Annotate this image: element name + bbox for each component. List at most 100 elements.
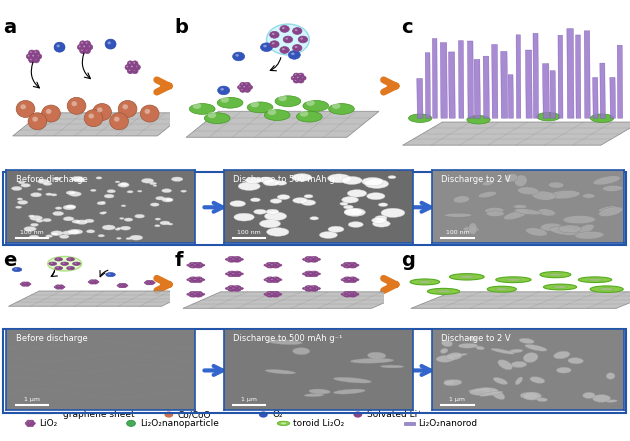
Circle shape	[344, 277, 351, 279]
Circle shape	[351, 266, 353, 267]
Ellipse shape	[515, 209, 541, 215]
Circle shape	[273, 295, 276, 296]
Circle shape	[295, 46, 297, 48]
Circle shape	[98, 235, 105, 237]
Circle shape	[66, 205, 76, 209]
Circle shape	[54, 286, 59, 288]
Circle shape	[228, 257, 235, 259]
Ellipse shape	[530, 377, 545, 383]
Circle shape	[55, 266, 62, 270]
Circle shape	[30, 424, 34, 426]
Ellipse shape	[525, 228, 547, 236]
Circle shape	[266, 295, 274, 297]
Polygon shape	[558, 35, 563, 118]
Circle shape	[82, 44, 88, 50]
Circle shape	[344, 265, 351, 268]
Circle shape	[226, 258, 232, 261]
Circle shape	[311, 260, 318, 262]
Circle shape	[302, 77, 303, 78]
Ellipse shape	[537, 209, 556, 216]
Ellipse shape	[515, 175, 527, 187]
Circle shape	[26, 420, 31, 423]
Ellipse shape	[265, 370, 295, 374]
Circle shape	[307, 286, 309, 287]
Circle shape	[120, 284, 125, 287]
Circle shape	[344, 295, 351, 297]
Circle shape	[89, 280, 94, 282]
Circle shape	[246, 83, 248, 85]
Circle shape	[235, 272, 238, 273]
Circle shape	[302, 287, 310, 290]
Circle shape	[226, 273, 232, 275]
Circle shape	[57, 286, 62, 288]
Circle shape	[231, 273, 238, 275]
Text: Co/CoO: Co/CoO	[178, 410, 211, 419]
Circle shape	[164, 411, 173, 418]
Circle shape	[150, 283, 151, 284]
Circle shape	[352, 279, 359, 281]
Circle shape	[301, 200, 316, 206]
Polygon shape	[432, 38, 437, 118]
Circle shape	[275, 264, 282, 266]
Circle shape	[352, 293, 359, 295]
Ellipse shape	[549, 227, 579, 235]
Circle shape	[284, 36, 292, 43]
Circle shape	[86, 230, 95, 233]
Circle shape	[84, 41, 91, 46]
Text: a: a	[3, 18, 16, 37]
Circle shape	[305, 289, 312, 291]
Circle shape	[74, 178, 85, 182]
Ellipse shape	[523, 392, 541, 400]
Circle shape	[379, 203, 387, 206]
Circle shape	[220, 88, 224, 90]
Ellipse shape	[381, 365, 404, 368]
Circle shape	[187, 293, 194, 295]
Circle shape	[20, 283, 25, 285]
Circle shape	[156, 197, 165, 200]
Circle shape	[260, 220, 280, 228]
Circle shape	[259, 177, 273, 183]
Circle shape	[292, 174, 312, 181]
Circle shape	[191, 277, 193, 278]
Circle shape	[244, 82, 250, 87]
Circle shape	[146, 280, 150, 282]
Circle shape	[30, 51, 32, 53]
Text: Solvated Li⁺: Solvated Li⁺	[367, 410, 421, 419]
Circle shape	[123, 286, 124, 287]
Circle shape	[148, 282, 150, 283]
Circle shape	[349, 295, 357, 297]
Circle shape	[263, 179, 280, 186]
Circle shape	[294, 73, 299, 78]
Circle shape	[300, 111, 308, 116]
Circle shape	[313, 273, 321, 275]
Circle shape	[193, 279, 196, 280]
Circle shape	[146, 282, 147, 283]
Circle shape	[55, 207, 62, 209]
Circle shape	[79, 180, 84, 182]
Circle shape	[69, 267, 71, 268]
Circle shape	[97, 107, 103, 112]
Circle shape	[307, 258, 316, 261]
Circle shape	[197, 277, 198, 278]
Circle shape	[120, 226, 130, 230]
Circle shape	[307, 260, 309, 261]
Circle shape	[312, 260, 314, 261]
Circle shape	[120, 286, 121, 287]
Circle shape	[349, 262, 357, 265]
Ellipse shape	[277, 421, 290, 426]
Circle shape	[35, 51, 37, 53]
Ellipse shape	[583, 392, 595, 399]
Ellipse shape	[524, 352, 538, 363]
Ellipse shape	[479, 391, 503, 396]
Circle shape	[269, 293, 277, 295]
Circle shape	[234, 274, 241, 277]
Ellipse shape	[469, 388, 498, 396]
Polygon shape	[584, 31, 590, 118]
Circle shape	[191, 266, 193, 267]
Ellipse shape	[590, 286, 623, 292]
Circle shape	[55, 285, 60, 287]
Ellipse shape	[304, 393, 324, 396]
Circle shape	[72, 262, 81, 265]
Circle shape	[268, 280, 270, 281]
Circle shape	[197, 292, 198, 293]
